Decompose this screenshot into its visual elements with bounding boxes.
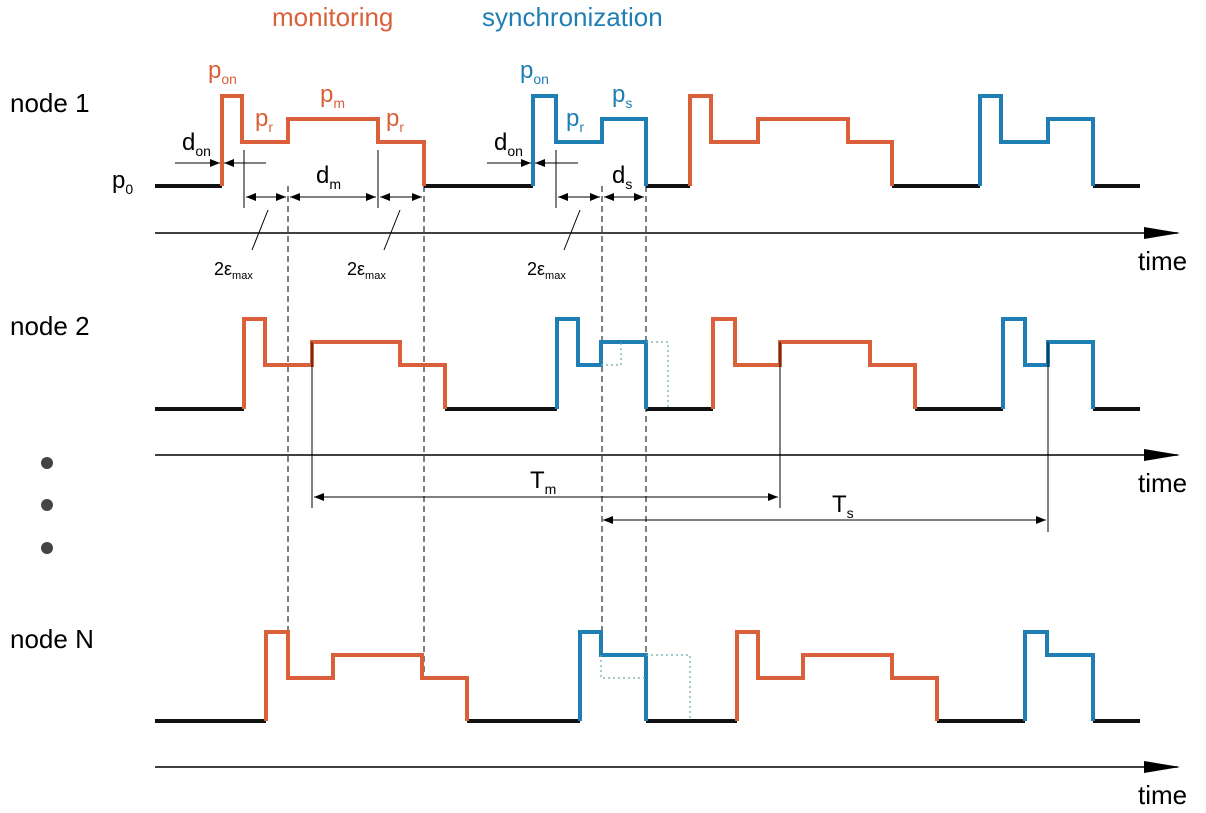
- symbol: pm: [320, 81, 345, 111]
- symbol: Tm: [530, 467, 556, 497]
- symbol: Ts: [832, 491, 854, 521]
- symbol: ps: [612, 81, 632, 111]
- symbol: p0: [112, 167, 133, 197]
- symbol: pon: [208, 57, 237, 87]
- symbol: 2εmax: [214, 259, 253, 282]
- node-label: node 1: [10, 88, 90, 118]
- guides: [287, 186, 647, 721]
- measurements: [175, 150, 1049, 532]
- symbol: don: [494, 129, 523, 159]
- waveform-node-1: [155, 94, 1140, 188]
- symbol: pr: [566, 105, 584, 135]
- axis-label: time: [1138, 780, 1187, 810]
- symbol: pr: [255, 105, 273, 135]
- axis-label: time: [1138, 246, 1187, 276]
- phase-label: monitoring: [272, 2, 393, 32]
- node-label: node 2: [10, 311, 90, 341]
- symbol: ds: [612, 162, 632, 192]
- symbol: 2εmax: [347, 259, 386, 282]
- phase-label: synchronization: [482, 2, 663, 32]
- waveform-node-n: [155, 630, 1140, 723]
- symbol: dm: [316, 162, 341, 192]
- dots: [41, 457, 53, 554]
- symbol: pr: [386, 105, 404, 135]
- node-label: node N: [10, 624, 94, 654]
- waveform-node-2: [155, 317, 1140, 411]
- symbol: pon: [520, 57, 549, 87]
- symbol: 2εmax: [527, 259, 566, 282]
- symbol: don: [182, 129, 211, 159]
- axis-label: time: [1138, 468, 1187, 498]
